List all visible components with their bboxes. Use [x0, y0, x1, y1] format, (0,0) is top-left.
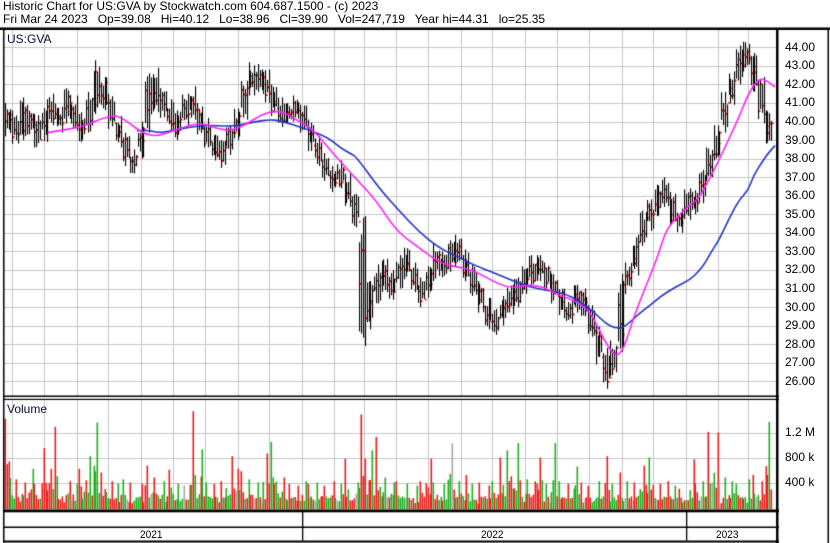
price-tick-label: 35.00	[785, 206, 816, 221]
price-tick-label: 38.00	[785, 151, 816, 166]
price-tick-label: 33.00	[785, 243, 816, 258]
header-line-1: Historic Chart for US:GVA by Stockwatch.…	[3, 0, 379, 13]
volume-pane-label: Volume	[7, 402, 48, 416]
price-tick-label: 32.00	[785, 262, 816, 277]
price-tick-label: 44.00	[785, 39, 816, 54]
price-tick-label: 30.00	[785, 299, 816, 314]
volume-tick-label: 1.2 M	[785, 425, 816, 439]
price-tick-label: 26.00	[785, 373, 816, 388]
year-label: 2021	[139, 528, 163, 541]
price-tick-label: 27.00	[785, 355, 816, 370]
price-tick-label: 42.00	[785, 76, 816, 91]
price-tick-label: 37.00	[785, 169, 816, 184]
header-line-2: Fri Mar 24 2023 Op=39.08 Hi=40.12 Lo=38.…	[3, 12, 546, 26]
price-tick-label: 36.00	[785, 188, 816, 203]
price-tick-label: 39.00	[785, 132, 816, 147]
price-tick-label: 40.00	[785, 114, 816, 129]
price-tick-label: 28.00	[785, 336, 816, 351]
price-tick-label: 31.00	[785, 281, 816, 295]
price-tick-label: 34.00	[785, 225, 816, 240]
symbol-label: US:GVA	[7, 32, 52, 46]
year-label: 2023	[715, 528, 739, 541]
price-tick-label: 29.00	[785, 318, 816, 333]
year-label: 2022	[480, 528, 504, 541]
price-tick-label: 41.00	[785, 95, 816, 110]
volume-tick-label: 400 k	[785, 475, 815, 489]
volume-tick-label: 800 k	[785, 450, 815, 464]
price-tick-label: 43.00	[785, 58, 816, 73]
